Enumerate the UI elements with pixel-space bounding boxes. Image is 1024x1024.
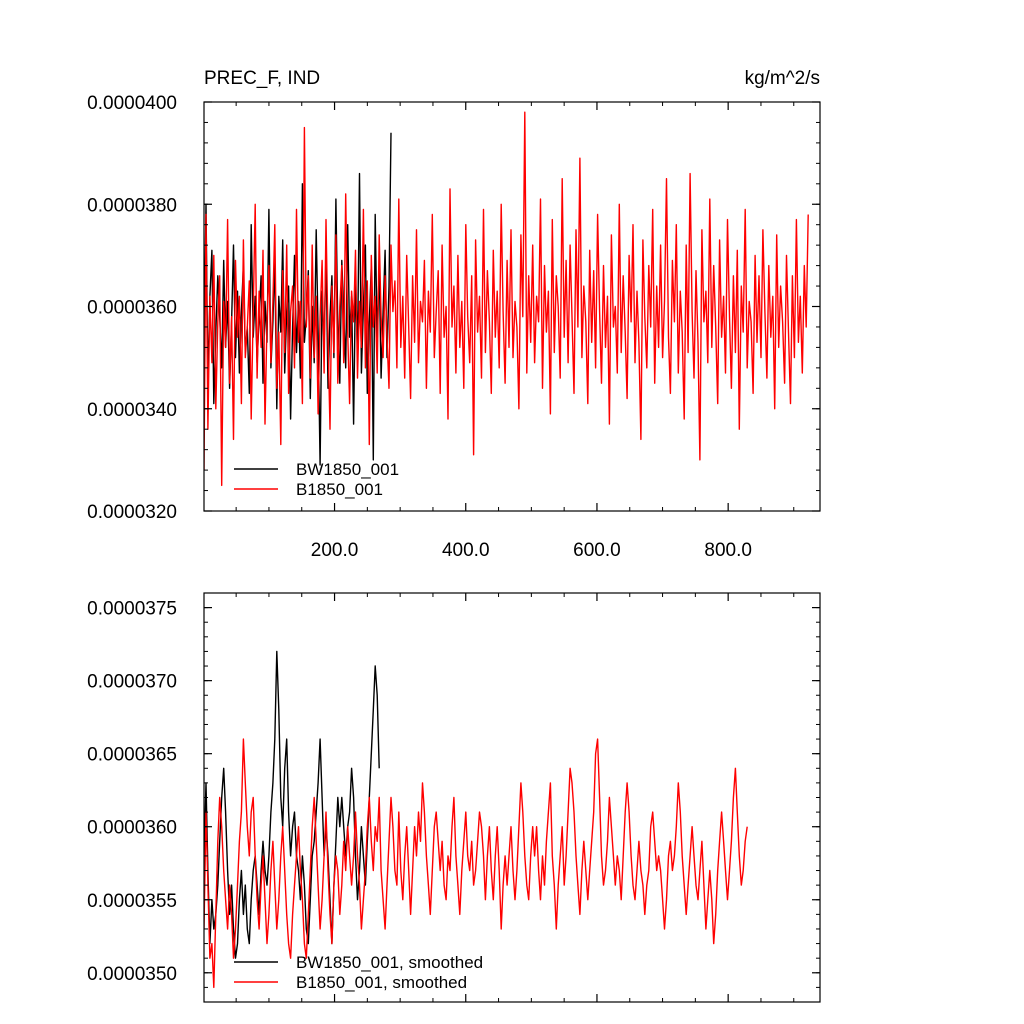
x-tick-label: 200.0 — [311, 540, 359, 561]
series-line-bw1850 — [204, 650, 380, 959]
legend-label: B1850_001, smoothed — [296, 973, 467, 992]
y-tick-label: 0.0000340 — [87, 400, 177, 421]
legend-label: BW1850_001 — [296, 460, 399, 479]
tick-marks — [204, 101, 820, 512]
x-tick-label: 600.0 — [573, 540, 621, 561]
y-tick-label: 0.0000360 — [87, 298, 177, 319]
legend-label: B1850_001 — [296, 480, 383, 499]
y-tick-label: 0.0000370 — [87, 672, 177, 693]
top-panel: 0.0000320 0.0000340 0.0000360 0.0000380 0.00… — [87, 93, 821, 561]
bottom-panel: 0.0000350 0.0000355 0.0000360 0.0000365 0.00… — [87, 592, 821, 1003]
plot-frame — [203, 592, 821, 1003]
y-tick-label: 0.0000320 — [87, 502, 177, 523]
x-tick-label: 400.0 — [442, 540, 490, 561]
series-line-b1850 — [204, 738, 748, 989]
y-tick-label: 0.0000375 — [87, 599, 177, 620]
y-tick-label: 0.0000350 — [87, 964, 177, 985]
y-tick-label: 0.0000360 — [87, 818, 177, 839]
x-tick-label: 800.0 — [704, 540, 752, 561]
panel-units: kg/m^2/s — [745, 68, 820, 89]
series-line-b1850 — [204, 111, 809, 487]
legend-label: BW1850_001, smoothed — [296, 953, 483, 972]
panel-title: PREC_F, IND — [204, 68, 320, 89]
y-tick-label: 0.0000380 — [87, 195, 177, 216]
tick-marks — [204, 592, 820, 1003]
y-tick-label: 0.0000365 — [87, 745, 177, 766]
y-tick-label: 0.0000400 — [87, 93, 177, 114]
y-tick-label: 0.0000355 — [87, 891, 177, 912]
